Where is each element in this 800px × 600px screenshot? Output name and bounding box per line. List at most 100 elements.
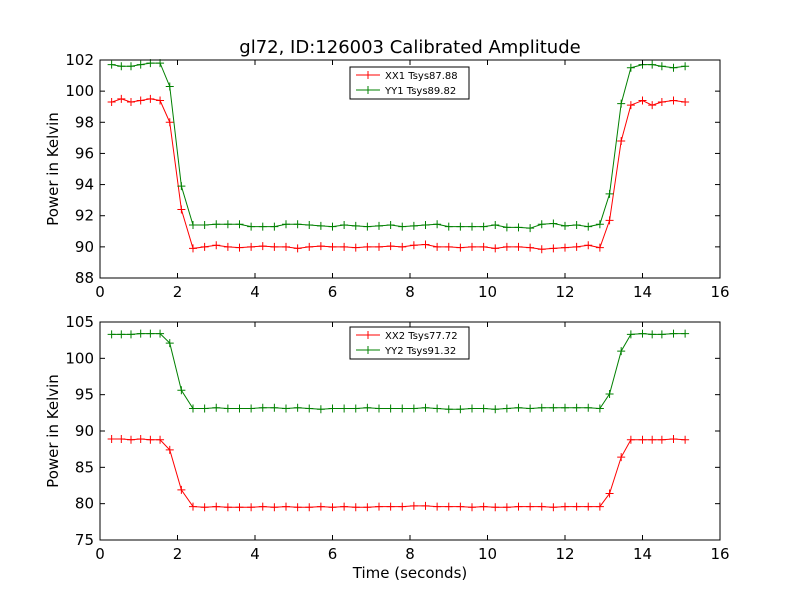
data-point-marker [433,242,442,251]
data-point-marker [421,501,430,510]
data-point-marker [136,96,145,105]
data-point-marker [468,404,476,413]
data-point-marker [669,329,678,338]
data-point-marker [526,224,535,233]
data-point-marker [468,222,476,231]
data-point-marker [409,404,418,413]
data-point-marker [421,240,430,249]
data-point-marker [386,221,395,230]
data-point-marker [626,435,635,444]
x-tick-label: 12 [555,283,574,301]
data-point-marker [409,241,418,250]
data-point-marker [293,403,302,412]
data-point-marker [117,94,126,103]
x-tick-label: 14 [633,283,652,301]
data-point-marker [537,220,546,229]
data-point-marker [514,403,523,412]
data-point-marker [657,330,666,339]
x-tick-label: 4 [250,545,260,563]
series-line-1-2 [111,62,686,229]
data-point-marker [491,221,500,230]
y-tick-label: 80 [75,495,94,513]
data-point-marker [681,98,690,107]
data-point-marker [200,503,209,512]
data-point-marker [549,403,558,412]
data-point-marker [605,189,614,198]
data-point-marker [549,219,558,228]
data-point-marker [584,502,593,511]
chart-title: gl72, ID:126003 Calibrated Amplitude [239,37,580,58]
data-point-marker [305,221,314,230]
series-line-2-2 [111,333,686,410]
data-point-marker [456,222,465,231]
data-point-marker [258,502,267,511]
data-point-marker [305,404,314,413]
data-point-marker [502,242,511,251]
data-point-marker [363,242,372,251]
data-point-marker [444,242,453,251]
data-point-marker [491,503,500,512]
y-tick-label: 100 [65,82,94,100]
data-point-marker [595,404,604,413]
data-point-marker [223,220,232,229]
data-point-marker [328,242,337,251]
data-point-marker [537,502,546,511]
data-point-marker [127,330,135,339]
data-point-marker [421,403,430,412]
data-point-marker [537,245,546,254]
data-point-marker [669,96,678,105]
x-tick-label: 16 [710,545,729,563]
y-tick-label: 92 [75,207,94,225]
data-point-marker [386,404,395,413]
data-point-marker [514,502,523,511]
data-point-marker [177,205,186,214]
series-line-2-1 [111,438,686,508]
data-point-marker [107,434,116,443]
data-point-marker [398,404,407,413]
x-tick-label: 0 [95,283,105,301]
data-point-marker [572,502,581,511]
data-point-marker [386,242,395,251]
data-point-marker [146,435,155,444]
data-point-marker [456,405,465,414]
data-point-marker [595,502,604,511]
data-point-marker [514,242,523,251]
data-point-marker [363,503,372,512]
data-point-marker [433,220,442,229]
data-point-marker [127,62,135,71]
legend-1: XX1 Tsys87.88 YY1 Tsys89.82 [349,66,470,100]
x-tick-label: 14 [633,545,652,563]
data-point-marker [156,329,165,338]
data-point-marker [340,242,349,251]
data-point-marker [212,220,221,229]
data-point-marker [626,330,635,339]
data-point-marker [328,222,337,231]
data-point-marker [247,503,256,512]
data-point-marker [316,242,325,251]
data-point-marker [617,347,626,356]
data-point-marker [456,502,465,511]
data-point-marker [316,502,325,511]
data-point-marker [282,502,290,511]
data-point-marker [351,503,360,512]
legend-swatch-marker [364,331,372,339]
data-point-marker [648,330,657,339]
y-tick-label: 100 [65,349,94,367]
data-point-marker [316,221,325,230]
data-point-marker [605,489,614,498]
data-point-marker [165,445,174,454]
data-point-marker [468,242,476,251]
data-point-marker [479,502,488,511]
data-point-marker [117,62,126,71]
data-point-marker [270,222,279,231]
data-point-marker [282,404,290,413]
data-point-marker [189,221,197,230]
x-tick-label: 8 [405,283,415,301]
y-tick-label: 90 [75,238,94,256]
data-point-marker [305,503,314,512]
data-point-marker [617,136,626,145]
data-point-marker [375,242,383,251]
data-point-marker [235,503,244,512]
legend-label: XX2 Tsys77.72 [385,331,458,342]
data-point-marker [617,453,626,462]
